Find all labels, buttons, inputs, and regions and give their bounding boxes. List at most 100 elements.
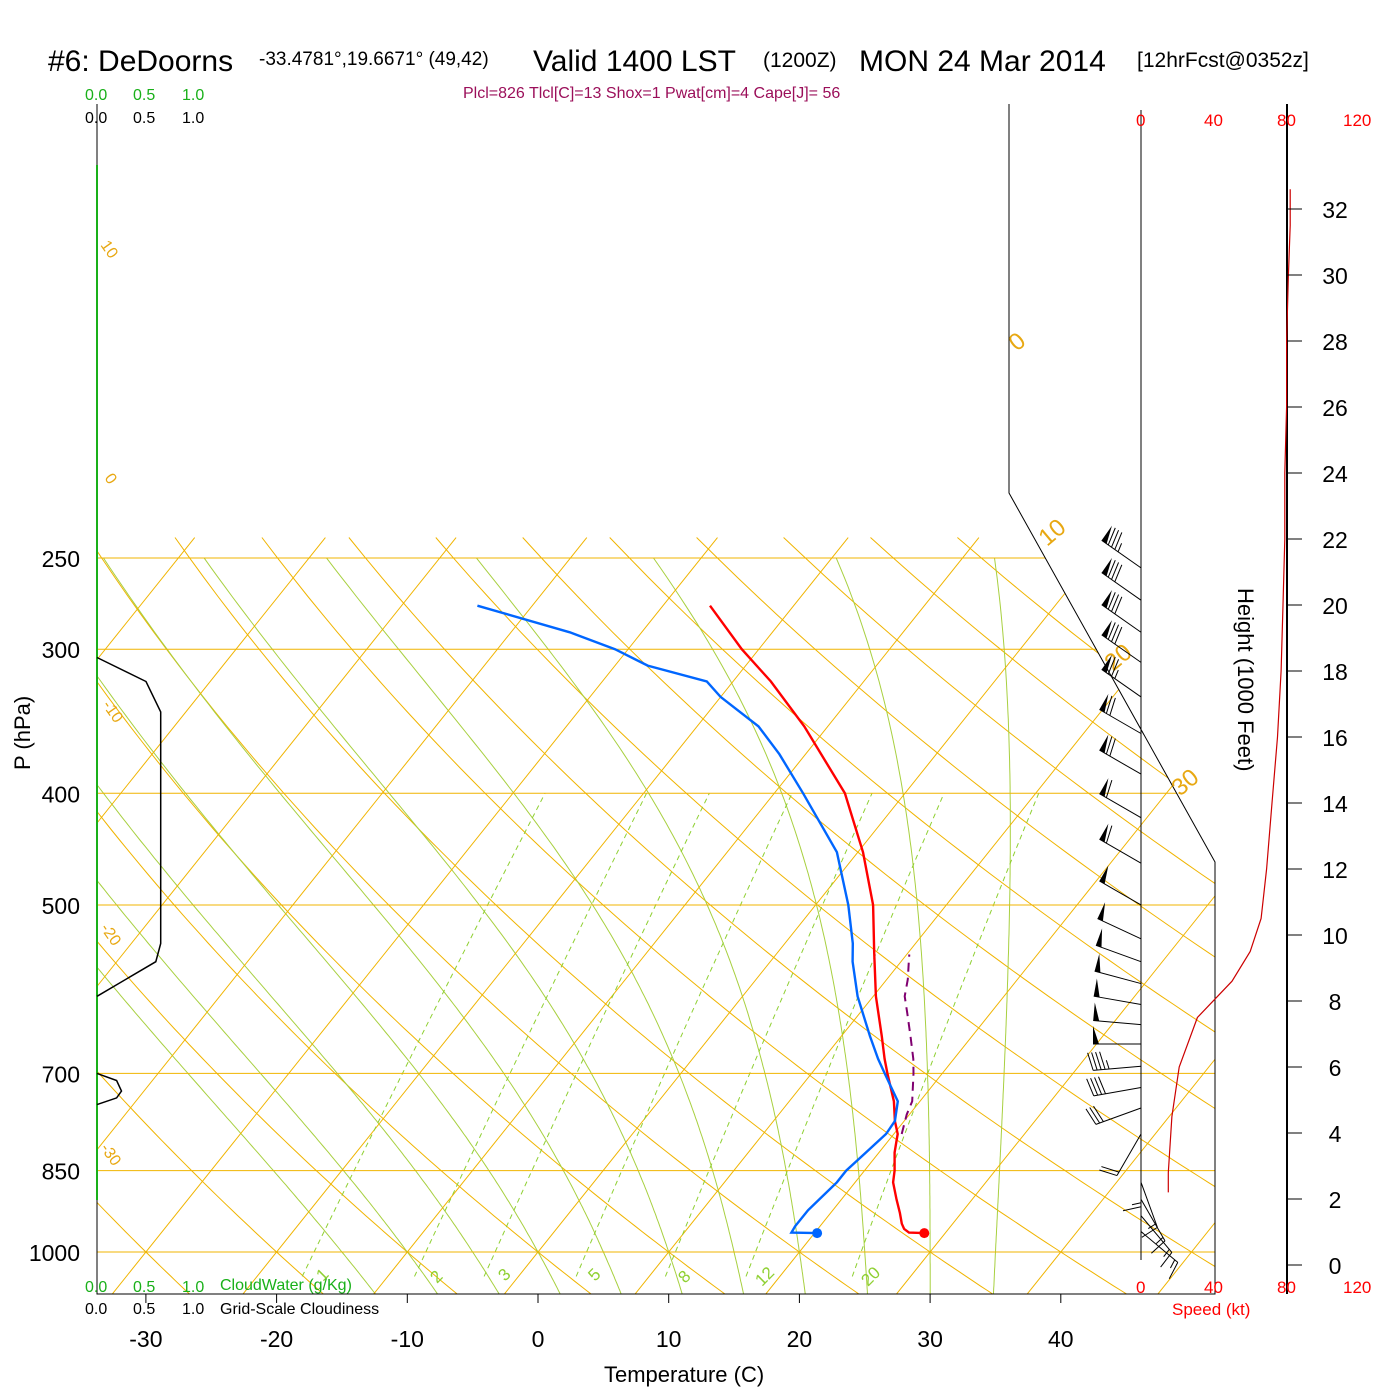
height-tick-label: 20 [1322, 593, 1348, 619]
dry-adiabat-line [957, 537, 1215, 1294]
dry-adiabat-line [97, 537, 331, 1294]
height-tick-label: 8 [1329, 989, 1342, 1015]
wind-barb [1101, 590, 1142, 633]
wind-barb [1101, 525, 1142, 569]
wind-barb [1094, 953, 1142, 985]
temperature-tick-label: 30 [917, 1326, 943, 1352]
wind-barb-flag [1093, 978, 1100, 998]
isotherm-line [1284, 538, 1400, 1300]
isotherm-line [97, 537, 457, 1294]
wind-barb-staff [1099, 880, 1142, 906]
mixing-ratio-line [745, 793, 945, 1277]
pressure-tick-label: 1000 [29, 1240, 80, 1266]
wind-barb-flag [1099, 865, 1109, 884]
wind-barb-full [1107, 656, 1116, 675]
wind-barb-full [1109, 738, 1116, 757]
dry-adiabat-line [348, 537, 1215, 1294]
wind-barb-half [1170, 1259, 1176, 1269]
cloud-water-label: CloudWater (g/Kg) [220, 1277, 352, 1294]
isotherm-line [760, 537, 1215, 1294]
wind-barb [1087, 1051, 1142, 1071]
wind-barb-full [1122, 1206, 1142, 1212]
isotherm-line [630, 537, 1215, 1294]
cloud-water-scale-tick: 0.5 [133, 1279, 155, 1296]
wind-barb [1140, 1182, 1158, 1238]
wind-barb-flag [1099, 823, 1109, 843]
dry-adiabat-line [1305, 538, 1400, 1300]
wind-barb-staff [1093, 1019, 1142, 1026]
wind-barb [1093, 978, 1142, 1006]
height-tick-label: 24 [1322, 461, 1348, 487]
dry-adiabat-line [696, 537, 1215, 1294]
wind-barb-full [1111, 562, 1120, 580]
cloudiness-profile [96, 656, 162, 1106]
dry-adiabat-line [609, 537, 1215, 1294]
wind-barb-staff [1094, 970, 1142, 985]
wind-barb-full [1087, 1052, 1094, 1071]
cloud-scale-top: 0.0 0.5 1.0 0.0 0.5 1.0 [85, 87, 204, 127]
wind-barb-staff [1093, 995, 1142, 1006]
isotherm-line [1022, 537, 1215, 1294]
wind-barb-flag [1093, 1026, 1099, 1044]
wind-barb [1097, 902, 1142, 940]
wind-barb-full [1107, 559, 1116, 578]
dry-adiabat-line [783, 537, 1215, 1294]
height-axis-title: Height (1000 Feet) [1233, 588, 1258, 771]
wind-barb-full [1114, 564, 1123, 583]
wind-barb [1122, 1158, 1142, 1212]
valid-time: Valid 1400 LST [533, 45, 736, 78]
cloudiness-line [96, 656, 162, 997]
wind-barb [1140, 1199, 1166, 1254]
moist-adiabat-line [476, 557, 807, 1294]
wind-barb-full [1105, 736, 1113, 755]
temperature-tick-label: 0 [532, 1326, 545, 1352]
cloudiness-scale-tick: 1.0 [182, 1301, 204, 1318]
wind-barbs [1085, 525, 1179, 1280]
height-tick-label: 26 [1322, 395, 1348, 421]
speed-scale-tick: 120 [1343, 1278, 1371, 1297]
station-coords: -33.4781°,19.6671° (49,42) [259, 49, 489, 70]
cloudiness-line [96, 1072, 123, 1106]
temperature-tick-label: -20 [260, 1326, 293, 1352]
wind-barb-full [1141, 1226, 1158, 1238]
wind-barb-full [1098, 1076, 1107, 1094]
height-tick-label: 0 [1329, 1253, 1342, 1279]
isotherm-label: -10 [99, 698, 126, 727]
dry-adiabat-line [870, 537, 1215, 1294]
moist-adiabat-line [326, 557, 746, 1294]
mixing-ratio-label: 20 [857, 1263, 884, 1290]
dry-adiabat-line [1130, 537, 1215, 1294]
wind-barb-full [1151, 1240, 1166, 1254]
wind-barb-full [1089, 1107, 1101, 1124]
wind-barb-flag [1101, 590, 1112, 609]
wind-barb-full [1111, 624, 1120, 642]
wind-barb-full [1168, 1262, 1179, 1280]
isotherm-line [107, 537, 718, 1294]
wind-barb-staff [1101, 604, 1142, 633]
speed-scale-tick: 40 [1204, 111, 1223, 130]
dry-adiabat-line [97, 537, 465, 1294]
wind-barb-full [1114, 626, 1123, 645]
wind-barb-staff [1140, 1215, 1173, 1253]
cloud-water-scale-tick: 0.0 [85, 87, 107, 104]
speed-axis-label: Speed (kt) [1172, 1300, 1250, 1319]
height-tick-label: 4 [1329, 1121, 1342, 1147]
wind-barb-full [1105, 695, 1113, 714]
mixing-ratio-label: 2 [426, 1267, 446, 1287]
forecast-run: [12hrFcst@0352z] [1137, 49, 1309, 72]
isotherm-line [1152, 537, 1215, 1294]
wind-barb [1099, 865, 1142, 906]
wind-speed-profile [1167, 189, 1291, 1193]
wind-barb-staff [1116, 1133, 1142, 1176]
wind-barb-flag [1094, 953, 1101, 973]
thermo-diagram-background [97, 537, 1400, 1300]
wind-barb [1093, 1026, 1141, 1045]
wind-barb-full [1109, 697, 1116, 716]
dry-adiabat-line [261, 537, 1136, 1294]
wind-barb [1099, 778, 1142, 819]
speed-scale-tick: 80 [1277, 111, 1296, 130]
dry-adiabat-line [97, 537, 868, 1294]
dry-adiabat-line [522, 537, 1215, 1294]
dry-adiabat-line [97, 537, 733, 1294]
mixing-ratio-line [301, 793, 546, 1277]
